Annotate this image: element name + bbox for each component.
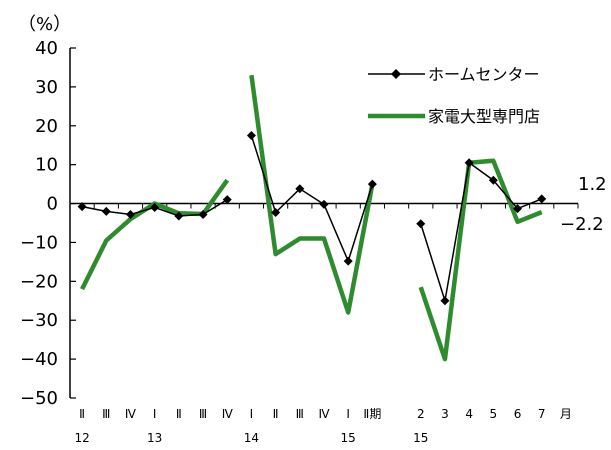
x-tick-label: Ⅳ [125,407,136,421]
data-point-homecenter [367,179,377,189]
data-point-homecenter [488,175,498,185]
data-point-homecenter [513,204,523,214]
data-point-homecenter [174,211,184,221]
legend-label-homecenter: ホームセンター [428,65,540,84]
y-tick-label: −40 [20,349,58,370]
series-line-kaden [249,74,375,315]
x-tick-label: 7 [538,407,546,421]
x-tick-label: Ⅰ [346,407,350,421]
end-value-labels: 1.2 −2.2 [560,174,607,235]
data-point-homecenter [198,209,208,219]
end-label-homecenter: 1.2 [578,174,607,195]
data-point-homecenter [125,209,135,219]
end-label-kaden: −2.2 [560,214,604,235]
y-tick-label: −30 [20,310,58,331]
data-point-homecenter [150,202,160,212]
x-year-label: 15 [341,431,356,445]
x-tick-label: Ⅰ [153,407,157,421]
y-tick-label: −10 [20,232,58,253]
y-axis: 40 30 20 10 0 −10 −20 −30 −40 −50 [20,38,76,409]
data-point-homecenter [464,158,474,168]
data-point-homecenter [416,219,426,229]
x-tick-label: Ⅰ [250,407,254,421]
x-tick-label: Ⅱ [273,407,279,421]
x-year-label: 15 [413,431,428,445]
x-tick-label: Ⅱ [176,407,182,421]
x-tick-label: 6 [514,407,522,421]
data-point-homecenter [271,208,281,217]
x-tick-label: 3 [441,407,449,421]
x-tick-label: Ⅲ [102,407,110,421]
data-point-homecenter [537,194,547,204]
y-tick-label: −50 [20,388,58,409]
x-year-label: 12 [74,431,89,445]
x-year-label: 13 [147,431,162,445]
series-line-homecenter [250,135,374,264]
series-line-homecenter [420,161,542,302]
x-tick-label: Ⅱ [79,407,85,421]
data-point-homecenter [77,202,87,212]
y-tick-label: 40 [35,38,58,59]
data-point-homecenter [222,195,232,205]
y-tick-label: −20 [20,271,58,292]
data-point-homecenter [246,131,256,140]
x-tick-label: Ⅲ [199,407,207,421]
series-lines [77,74,547,362]
data-point-homecenter [101,206,111,216]
x-tick-label: Ⅳ [318,407,329,421]
data-point-homecenter [343,256,353,266]
legend-marker-homecenter [391,69,401,79]
data-point-homecenter [319,199,329,209]
y-tick-label: 20 [35,116,58,137]
y-axis-unit-label: （%） [18,14,71,35]
x-tick-label: 4 [465,407,473,421]
x-tick-label: Ⅳ [222,407,233,421]
x-tick-label: 月 [560,407,572,421]
legend-label-kaden: 家電大型専門店 [428,107,540,126]
x-tick-label: Ⅲ [296,407,304,421]
y-tick-label: 10 [35,155,58,176]
data-point-homecenter [295,184,305,194]
data-point-homecenter [440,296,450,306]
x-tick-label: Ⅱ期 [363,407,381,421]
series-line-kaden [80,178,230,291]
x-year-label: 14 [244,431,259,445]
series-line-kaden [418,158,543,362]
x-tick-label: 2 [417,407,425,421]
x-tick-label: 5 [490,407,498,421]
y-tick-label: 0 [47,194,58,215]
y-tick-label: 30 [35,77,58,98]
